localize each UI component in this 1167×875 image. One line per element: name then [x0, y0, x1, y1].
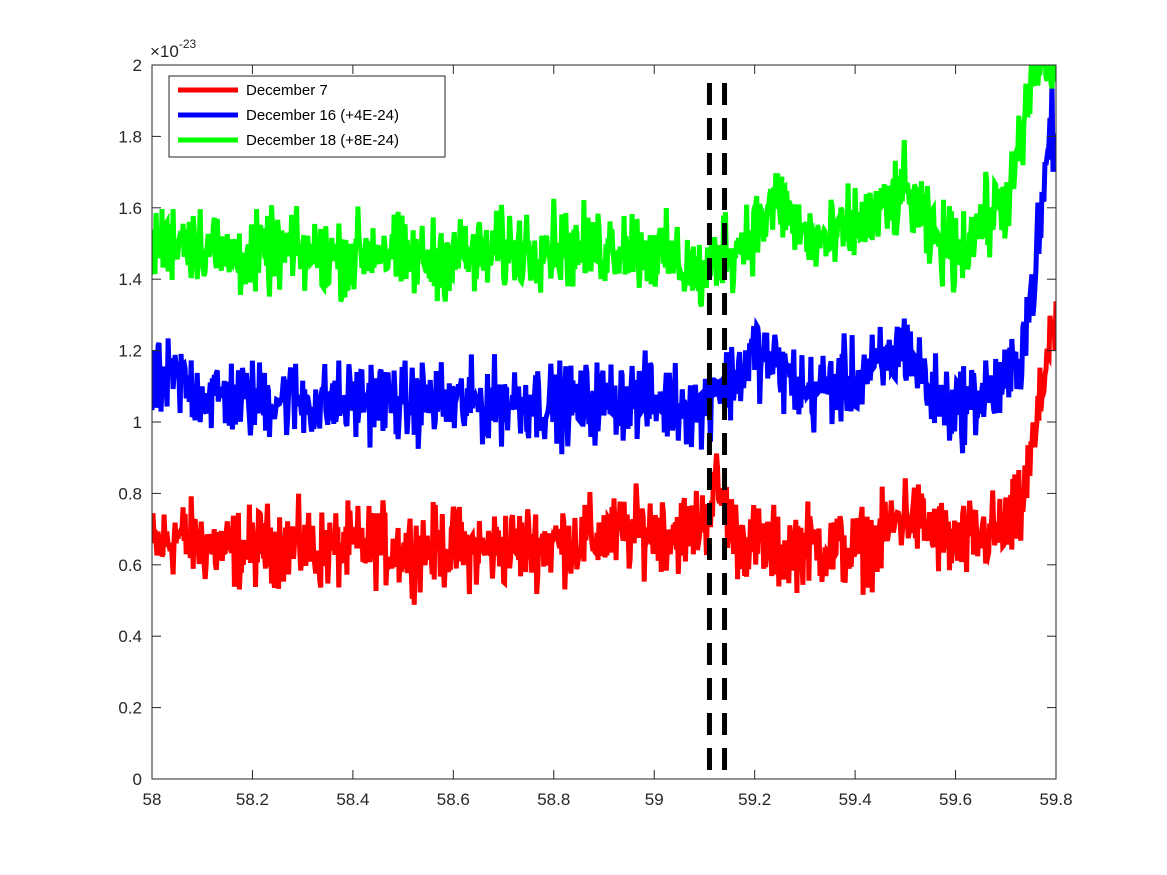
y-multiplier-base: ×10 [150, 42, 179, 61]
x-tick-label: 58 [143, 790, 162, 809]
x-tick-label: 59.2 [738, 790, 771, 809]
x-tick-label: 58.4 [336, 790, 369, 809]
y-tick-label: 0.8 [118, 484, 142, 503]
y-tick-label: 1.4 [118, 270, 142, 289]
x-tick-label: 58.6 [437, 790, 470, 809]
legend-label: December 18 (+8E-24) [246, 132, 399, 149]
y-tick-label: 2 [133, 56, 142, 75]
x-tick-label: 59 [645, 790, 664, 809]
y-tick-label: 1.8 [118, 127, 142, 146]
y-tick-label: 0 [133, 770, 142, 789]
y-tick-label: 0.4 [118, 627, 142, 646]
y-tick-label: 1.2 [118, 342, 142, 361]
x-tick-label: 59.8 [1039, 790, 1072, 809]
legend: December 7 December 16 (+4E-24) December 1… [168, 75, 446, 158]
x-tick-label: 59.4 [839, 790, 872, 809]
x-tick-label: 58.8 [537, 790, 570, 809]
series-line-3 [152, 65, 1056, 308]
y-multiplier-exponent: -23 [179, 37, 197, 51]
y-tick-label: 0.6 [118, 556, 142, 575]
x-tick-label: 58.2 [236, 790, 269, 809]
x-tick-label: 59.6 [939, 790, 972, 809]
y-tick-label: 1.6 [118, 199, 142, 218]
y-tick-label: 1 [133, 413, 142, 432]
y-tick-label: 0.2 [118, 699, 142, 718]
series-line-1 [152, 301, 1056, 605]
series-line-2 [152, 82, 1056, 455]
y-multiplier: ×10-23 [150, 37, 197, 61]
legend-label: December 7 [246, 82, 328, 99]
legend-label: December 16 (+4E-24) [246, 107, 399, 124]
